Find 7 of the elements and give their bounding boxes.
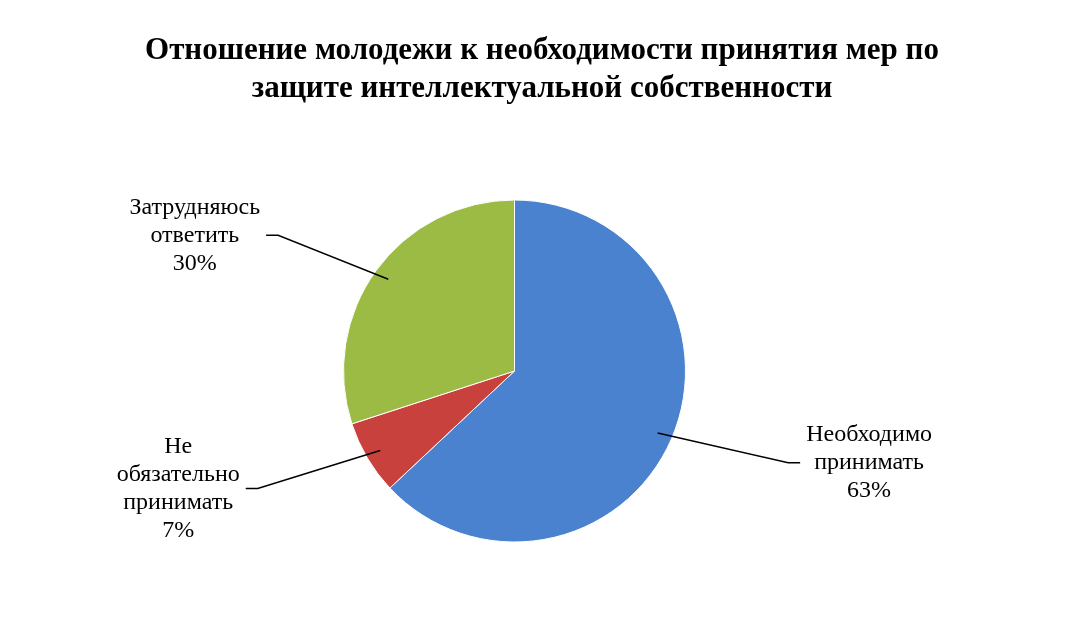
- slice-label: Необходимо принимать: [806, 420, 933, 475]
- slice-label: Не обязательно принимать: [116, 431, 240, 514]
- data-label: 63%: [847, 476, 892, 503]
- data-label: 7%: [162, 515, 195, 542]
- data-label: 30%: [172, 248, 217, 275]
- slice-label: Затрудняюсь ответить: [129, 192, 261, 247]
- chart-title: Отношение молодежи к необходимости принятия мер по защите интеллектуальной собственности: [144, 30, 940, 106]
